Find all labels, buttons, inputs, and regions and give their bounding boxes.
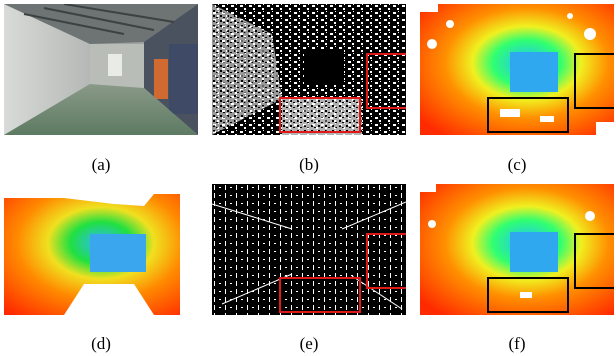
caption-a: (a) xyxy=(91,155,111,174)
red-box-right xyxy=(366,233,406,289)
red-box-right xyxy=(366,53,406,109)
black-box-group xyxy=(487,53,614,133)
red-box-bottom xyxy=(279,277,361,313)
panel-b-image xyxy=(212,4,406,135)
panel-e-image xyxy=(212,184,406,315)
caption-f: (f) xyxy=(508,334,526,353)
caption-d: (d) xyxy=(91,334,111,353)
black-box-right xyxy=(574,53,614,109)
red-box-bottom xyxy=(279,97,361,133)
panel-d-image xyxy=(4,184,198,315)
panel-c-image xyxy=(420,4,614,135)
caption-b: (b) xyxy=(299,155,319,174)
black-box-group xyxy=(487,233,614,313)
panel-a-image xyxy=(4,4,198,135)
red-box-group xyxy=(279,53,406,133)
caption-c: (c) xyxy=(507,155,527,174)
black-box-right xyxy=(574,233,614,289)
caption-e: (e) xyxy=(299,334,319,353)
black-box-bottom xyxy=(487,277,569,313)
panel-f-image xyxy=(420,184,614,315)
red-box-group xyxy=(279,233,406,313)
black-box-bottom xyxy=(487,97,569,133)
